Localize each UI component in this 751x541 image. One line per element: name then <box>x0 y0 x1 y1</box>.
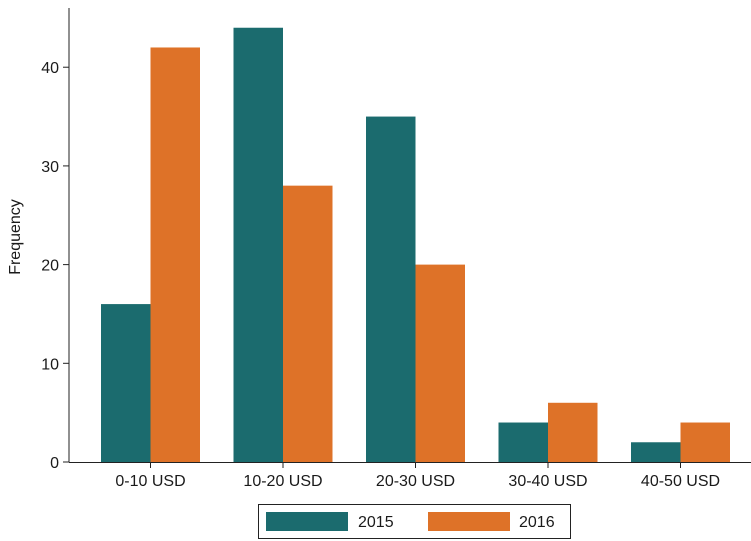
bar-2015 <box>631 442 681 462</box>
bar-2016 <box>283 185 333 463</box>
bar-2016 <box>680 422 730 462</box>
legend-label: 2016 <box>519 514 555 531</box>
y-tick-label: 40 <box>41 60 59 77</box>
x-tick-label: 40-50 USD <box>641 473 720 490</box>
y-axis-label: Frequency <box>7 199 24 275</box>
y-tick-label: 0 <box>50 455 59 472</box>
bar-2016 <box>415 264 465 462</box>
bar-2016 <box>150 47 200 462</box>
plot-area: 0 10 20 30 40 0-10 USD 10-20 USD 20-30 USD 30-40… <box>41 8 751 490</box>
bar-2015 <box>101 304 151 462</box>
legend: 2015 2016 <box>258 504 571 539</box>
y-tick-label: 10 <box>41 356 59 373</box>
x-tick-label: 10-20 USD <box>243 473 322 490</box>
bar-2015 <box>366 116 416 462</box>
legend-label: 2015 <box>358 514 394 531</box>
y-tick-label: 20 <box>41 258 59 275</box>
x-tick-label: 20-30 USD <box>376 473 455 490</box>
bar-2015 <box>498 422 548 462</box>
bar-2016 <box>548 402 598 462</box>
legend-swatch-2015 <box>266 512 348 531</box>
bar-2015 <box>233 27 283 462</box>
x-tick-label: 30-40 USD <box>508 473 587 490</box>
x-tick-label: 0-10 USD <box>115 473 185 490</box>
legend-swatch-2016 <box>428 512 510 531</box>
y-tick-label: 30 <box>41 159 59 176</box>
